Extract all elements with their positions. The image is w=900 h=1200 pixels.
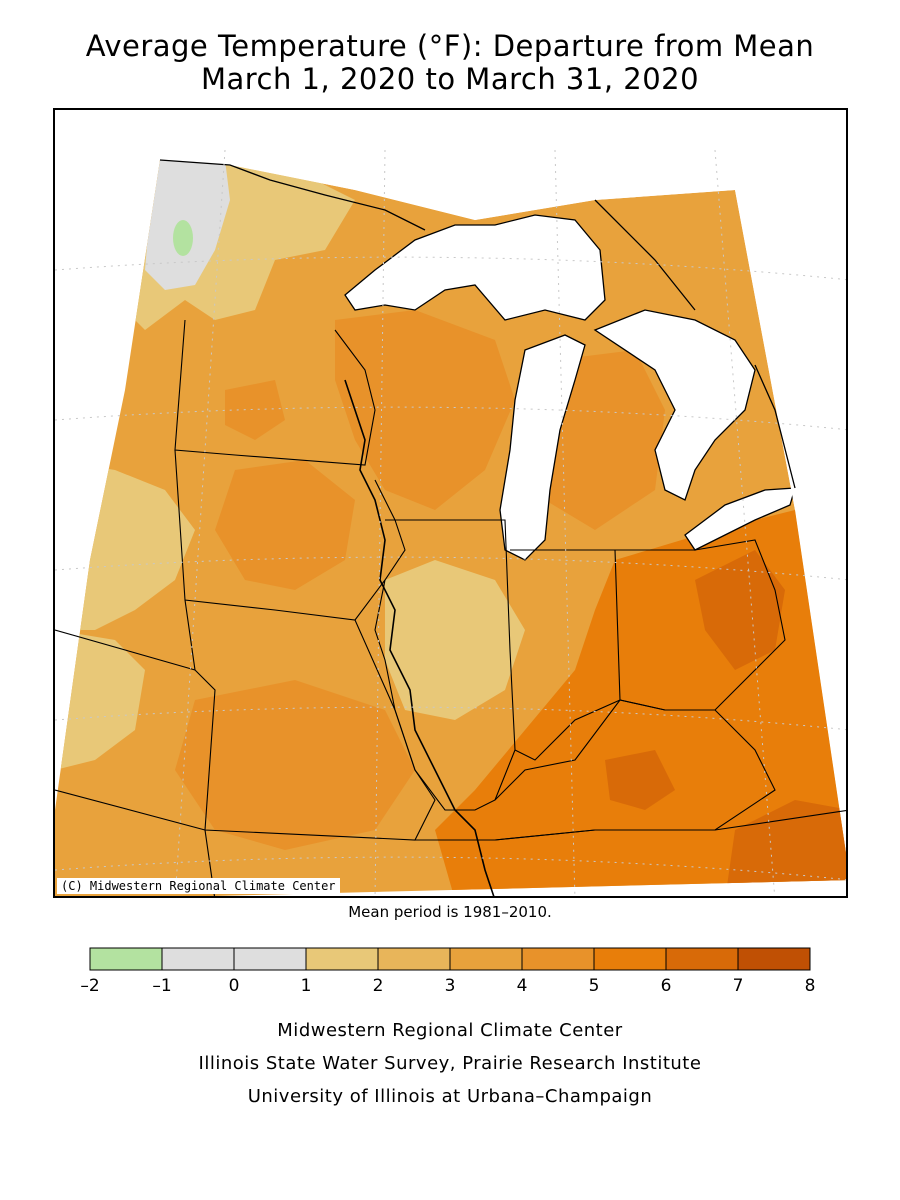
legend-swatch-1 bbox=[161, 947, 235, 971]
legend-ticks: –2 –1 0 1 2 3 4 5 6 7 8 bbox=[80, 976, 815, 996]
contour-4to5-wisconsin bbox=[335, 310, 515, 510]
legend-tick-label: 4 bbox=[517, 976, 528, 996]
legend-tick-label: 6 bbox=[661, 976, 672, 996]
contour-4to5-minnesota bbox=[225, 380, 285, 440]
map-title: Average Temperature (°F): Departure from… bbox=[85, 29, 815, 63]
lake-superior bbox=[344, 214, 606, 321]
contour-6to7-southeast bbox=[725, 800, 846, 896]
legend-tick-label: 3 bbox=[445, 976, 456, 996]
contour-1to2-illinois bbox=[385, 560, 525, 720]
contour-4to5-michigan bbox=[545, 350, 665, 530]
legend-swatch-6 bbox=[521, 947, 595, 971]
legend-swatch-7 bbox=[593, 947, 667, 971]
credit-university: University of Illinois at Urbana–Champai… bbox=[247, 1086, 653, 1107]
tennessee-boundary bbox=[415, 810, 846, 841]
lake-huron bbox=[593, 309, 756, 501]
contour-neg1to1 bbox=[145, 160, 230, 290]
copyright-label: (C) Midwestern Regional Climate Center bbox=[57, 878, 340, 894]
legend-swatch-9 bbox=[737, 947, 811, 971]
contour-6to7-ohio bbox=[695, 550, 785, 670]
legend-tick-label: 1 bbox=[301, 976, 312, 996]
legend-swatch-8 bbox=[665, 947, 739, 971]
mean-period-note: Mean period is 1981–2010. bbox=[348, 903, 552, 921]
legend-swatches bbox=[89, 947, 811, 971]
canada-area bbox=[55, 110, 846, 510]
credit-survey: Illinois State Water Survey, Prairie Res… bbox=[198, 1053, 702, 1074]
contour-4to5-missouri bbox=[175, 680, 415, 850]
contour-6to7-kentucky bbox=[605, 750, 675, 810]
temperature-departure-map: (C) Midwestern Regional Climate Center bbox=[53, 108, 848, 898]
legend-tick-label: 2 bbox=[373, 976, 384, 996]
mississippi-river bbox=[344, 379, 495, 896]
map-svg bbox=[55, 110, 846, 896]
indiana-boundary bbox=[510, 549, 621, 761]
contour-fills bbox=[55, 160, 846, 896]
legend-tick-label: 8 bbox=[805, 976, 816, 996]
legend-swatch-0 bbox=[89, 947, 163, 971]
lake-erie bbox=[684, 487, 796, 551]
legend-swatch-5 bbox=[449, 947, 523, 971]
state-boundaries bbox=[55, 319, 846, 896]
legend-tick-label: –1 bbox=[152, 976, 171, 996]
map-date-range: March 1, 2020 to March 31, 2020 bbox=[200, 62, 700, 96]
illinois-boundary bbox=[374, 519, 516, 811]
color-legend: –2 –1 0 1 2 3 4 5 6 7 8 bbox=[80, 947, 815, 996]
contour-4to5-iowa bbox=[215, 460, 355, 590]
legend-swatch-2 bbox=[233, 947, 307, 971]
contour-1to2-southwest bbox=[55, 630, 145, 770]
legend-swatch-4 bbox=[377, 947, 451, 971]
canada-border bbox=[159, 159, 796, 489]
contour-neg2toneg1 bbox=[173, 220, 193, 256]
lake-michigan bbox=[499, 334, 586, 561]
legend-swatch-3 bbox=[305, 947, 379, 971]
credit-org: Midwestern Regional Climate Center bbox=[277, 1020, 623, 1041]
legend-tick-label: 5 bbox=[589, 976, 600, 996]
iowa-boundary bbox=[174, 449, 406, 621]
graticule bbox=[55, 149, 846, 896]
legend-tick-label: –2 bbox=[80, 976, 99, 996]
legend-tick-label: 7 bbox=[733, 976, 744, 996]
legend-tick-label: 0 bbox=[229, 976, 240, 996]
